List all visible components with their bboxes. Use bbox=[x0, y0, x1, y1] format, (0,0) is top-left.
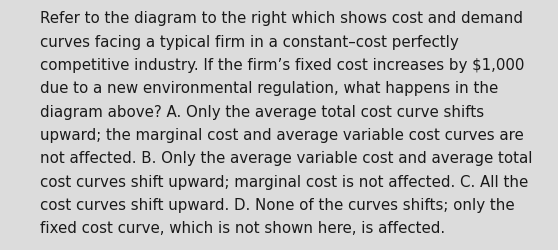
Text: competitive industry. If the firm’s fixed cost increases by $1,000: competitive industry. If the firm’s fixe… bbox=[40, 58, 525, 73]
Text: curves facing a typical firm in a constant–cost perfectly: curves facing a typical firm in a consta… bbox=[40, 34, 459, 50]
Text: upward; the marginal cost and average variable cost curves are: upward; the marginal cost and average va… bbox=[40, 128, 524, 142]
Text: due to a new environmental regulation, what happens in the: due to a new environmental regulation, w… bbox=[40, 81, 498, 96]
Text: cost curves shift upward; marginal cost is not affected. C. All the: cost curves shift upward; marginal cost … bbox=[40, 174, 528, 189]
Text: diagram above? A. Only the average total cost curve shifts: diagram above? A. Only the average total… bbox=[40, 104, 484, 119]
Text: cost curves shift upward. D. None of the curves shifts; only the: cost curves shift upward. D. None of the… bbox=[40, 197, 515, 212]
Text: Refer to the diagram to the right which shows cost and demand: Refer to the diagram to the right which … bbox=[40, 11, 523, 26]
Text: not affected. B. Only the average variable cost and average total: not affected. B. Only the average variab… bbox=[40, 151, 533, 166]
Text: fixed cost curve, which is not shown here, is affected.: fixed cost curve, which is not shown her… bbox=[40, 220, 445, 236]
